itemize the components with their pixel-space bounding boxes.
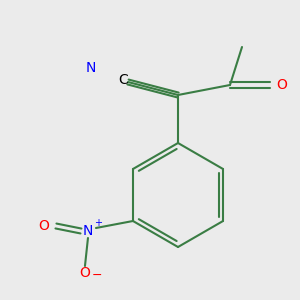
Text: O: O (38, 219, 50, 233)
Text: +: + (94, 218, 102, 228)
Text: −: − (92, 268, 102, 281)
Text: O: O (277, 78, 287, 92)
Text: N: N (83, 224, 93, 238)
Text: O: O (80, 266, 90, 280)
Text: N: N (86, 61, 96, 75)
Text: C: C (118, 73, 128, 87)
